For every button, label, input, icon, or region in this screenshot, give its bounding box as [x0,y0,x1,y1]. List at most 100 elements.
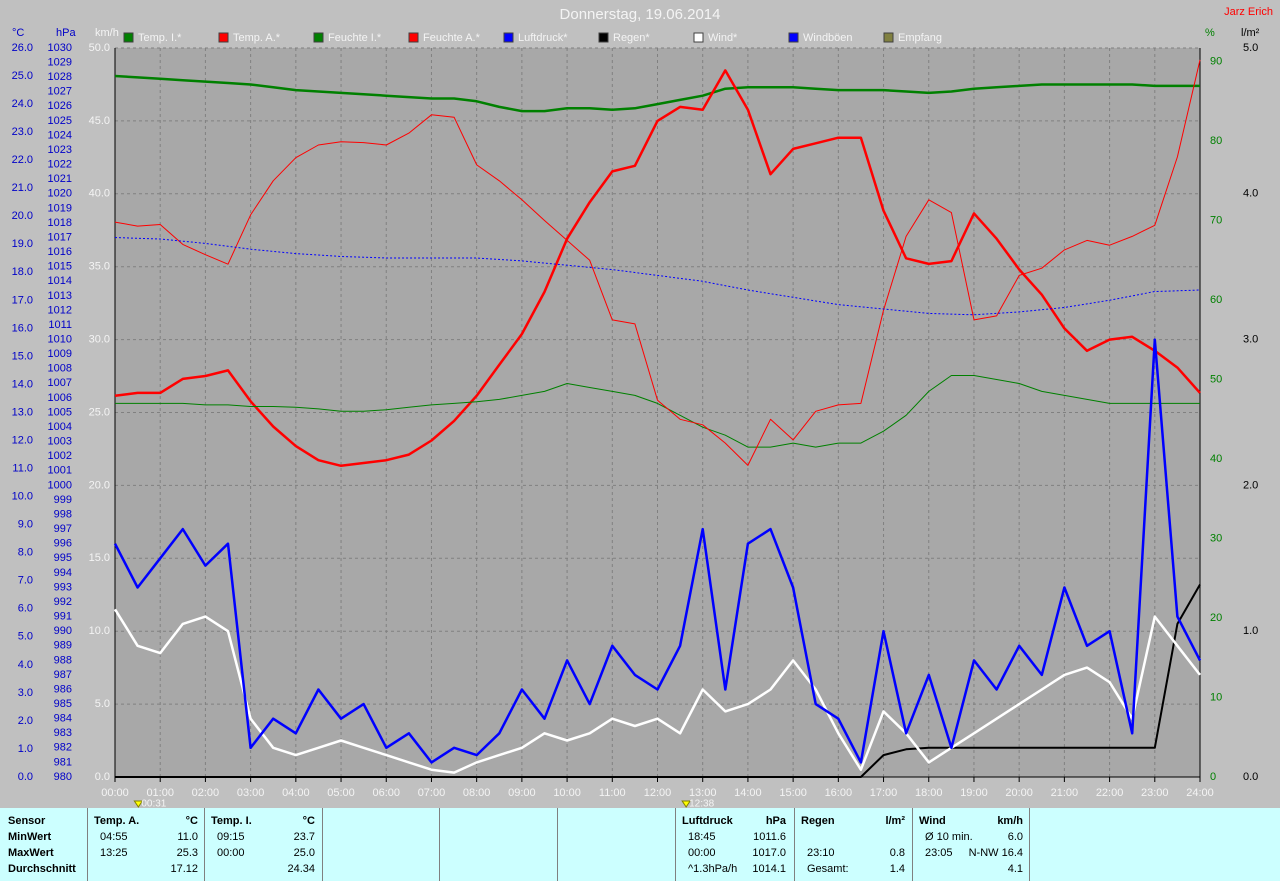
y-tick-label: 0.0 [1243,771,1258,783]
legend-label: Luftdruck* [518,32,568,44]
y-tick-label: 70 [1210,214,1222,226]
y-tick-label: 14.0 [12,378,33,390]
x-tick-label: 00:00 [101,787,129,799]
y-tick-label: 6.0 [18,603,33,615]
y-tick-label: 983 [54,727,72,739]
y-tick-label: 30.0 [89,334,110,346]
y-tick-label: 1004 [48,421,72,433]
series-line [113,338,1202,764]
y-tick-label: 996 [54,538,72,550]
stat-value: 6.0 [1007,831,1023,843]
y-tick-label: 24.0 [12,98,33,110]
x-tick-label: 20:00 [1005,787,1033,799]
legend-swatch [598,32,609,43]
row-label: MinWert [8,831,52,843]
x-tick-label: 05:00 [327,787,355,799]
column-border [795,808,913,881]
y-tick-label: 992 [54,596,72,608]
y-tick-label: 1002 [48,450,72,462]
y-tick-label: 1.0 [18,743,33,755]
x-tick-label: 11:00 [599,787,626,799]
axis-title: °C [12,27,24,39]
stat-time: Ø 10 min. [925,831,973,843]
group-name: Wind [919,815,946,827]
stat-time: 00:00 [217,847,245,859]
y-tick-label: 7.0 [18,575,33,587]
legend-label: Windböen [803,32,853,44]
x-tick-label: 16:00 [825,787,853,799]
y-tick-label: 1009 [48,348,72,360]
y-tick-label: 1.0 [1243,625,1258,637]
y-tick-label: 3.0 [18,687,33,699]
y-tick-label: 60 [1210,294,1222,306]
stat-time: 04:55 [100,831,128,843]
y-tick-label: 995 [54,552,72,564]
stat-value: 1014.1 [752,863,786,875]
legend-swatch [123,32,134,43]
y-tick-label: 90 [1210,55,1222,67]
stat-time: 13:25 [100,847,128,859]
group-unit: km/h [997,815,1023,827]
y-tick-label: 17.0 [12,294,33,306]
x-tick-label: 01:00 [146,787,174,799]
legend-label: Feuchte A.* [423,32,481,44]
x-tick-label: 12:00 [644,787,672,799]
group-unit: hPa [765,815,786,827]
y-tick-label: 1001 [48,465,72,477]
y-tick-label: 1011 [48,319,72,331]
y-tick-label: 26.0 [12,42,33,54]
y-tick-label: 1020 [48,188,72,200]
y-tick-label: 1017 [48,231,72,243]
stat-value: 1.4 [889,863,905,875]
group-unit: °C [302,815,315,827]
y-tick-label: 993 [54,581,72,593]
y-tick-label: 8.0 [18,547,33,559]
y-tick-label: 1013 [48,290,72,302]
legend-label: Temp. I.* [138,32,182,44]
y-tick-label: 0.0 [95,771,110,783]
y-tick-label: 20.0 [89,479,110,491]
y-tick-label: 45.0 [89,115,110,127]
stat-value: 25.3 [176,847,198,859]
series-line [115,584,1201,778]
stat-value: 0.8 [889,847,905,859]
y-tick-label: 10.0 [89,625,110,637]
column-border [205,808,323,881]
stat-value: 1011.6 [753,831,786,843]
column-border [913,808,1030,881]
y-tick-label: 20.0 [12,210,33,222]
y-tick-label: 1022 [48,159,72,171]
y-tick-label: 11.0 [12,462,33,474]
y-tick-label: 989 [54,640,72,652]
marker [681,800,692,808]
x-tick-label: 19:00 [960,787,988,799]
y-tick-label: 4.0 [1243,188,1258,200]
y-tick-label: 35.0 [89,261,110,273]
y-tick-label: 0.0 [18,771,33,783]
legend-swatch [693,32,704,43]
y-tick-label: 15.0 [12,350,33,362]
group-name: Luftdruck [682,815,733,827]
y-tick-label: 22.0 [12,154,33,166]
stat-value: N-NW 16.4 [968,847,1023,859]
y-tick-label: 1010 [48,334,72,346]
y-tick-label: 985 [54,698,72,710]
y-tick-label: 987 [54,669,72,681]
stat-value: 4.1 [1007,863,1023,875]
x-tick-label: 24:00 [1186,787,1214,799]
group-name: Temp. I. [211,815,252,827]
y-tick-label: 10 [1210,691,1222,703]
y-tick-label: 988 [54,654,72,666]
stat-time: ^1.3hPa/h [688,863,738,875]
marker-label: 12:38 [689,799,714,808]
y-tick-label: 994 [54,567,72,579]
series-line [113,608,1201,774]
y-tick-label: 1019 [48,202,72,214]
group-name: Regen [801,815,835,827]
y-tick-label: 981 [54,756,72,768]
group-unit: l/m² [885,815,905,827]
legend-label: Temp. A.* [233,32,281,44]
axis-title: hPa [56,27,76,39]
y-tick-label: 25.0 [12,70,33,82]
